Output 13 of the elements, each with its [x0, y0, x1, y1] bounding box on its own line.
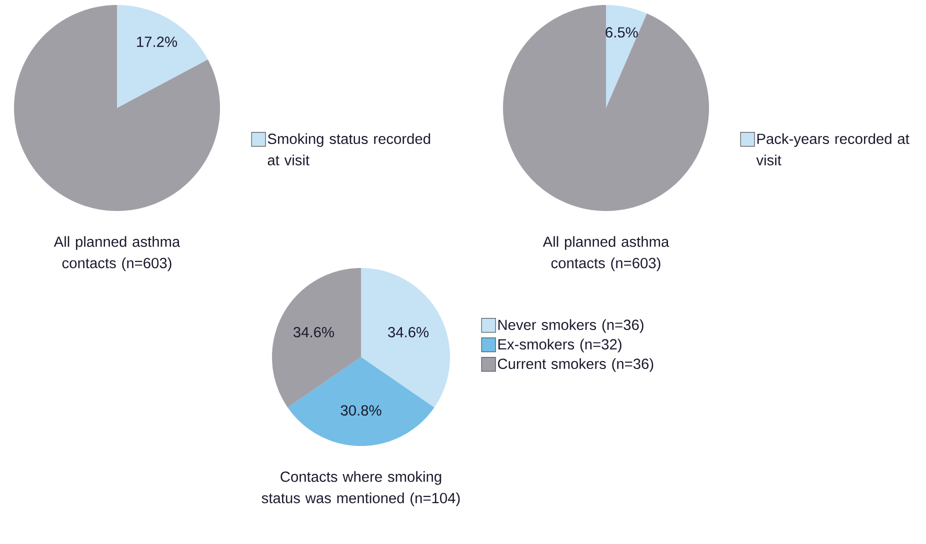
data-label: 17.2%	[137, 36, 177, 47]
text: All planned asthma contacts (n=603)	[54, 236, 180, 272]
text: All planned asthma contacts (n=603)	[542, 236, 670, 272]
legend-label: Smoking status recorded at visit	[268, 133, 430, 166]
data-label: 30.8%	[340, 405, 382, 416]
text: Contacts where smoking status was mentioned (n=104)	[262, 471, 460, 506]
data-label: 34.6%	[294, 326, 334, 338]
legend-label: Current smokers (n=36)	[498, 358, 654, 372]
data-label: 6.5%	[606, 27, 638, 38]
data-label: 34.6%	[388, 326, 429, 338]
legend-label: Pack-years recorded at visit	[756, 133, 910, 166]
legend-label: Never smokers (n=36)	[498, 319, 644, 333]
legend-label: Ex-smokers (n=32)	[498, 338, 622, 352]
